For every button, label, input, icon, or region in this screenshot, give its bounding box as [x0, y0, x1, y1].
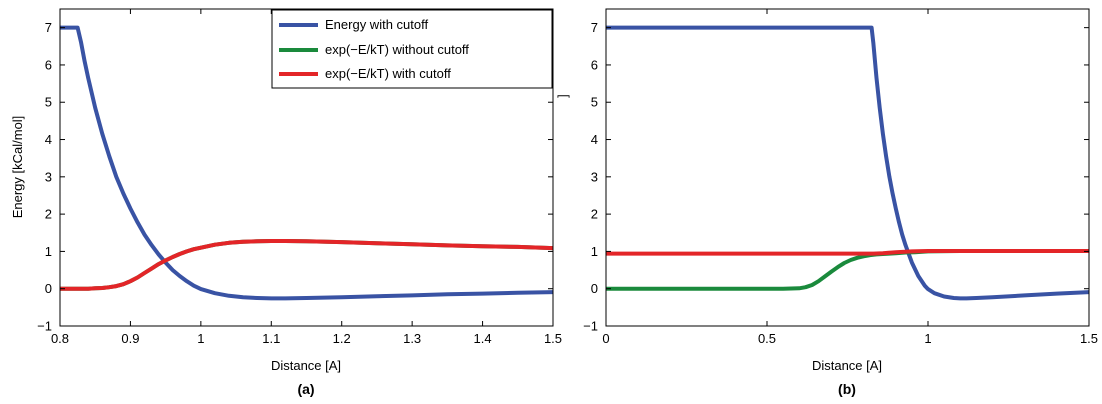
x-tick-label-a: 0.8: [51, 331, 69, 346]
y-tick-label-a: 0: [45, 281, 52, 296]
y-tick-label-b: 3: [591, 169, 598, 184]
x-tick-label-b: 1.5: [1080, 331, 1098, 346]
series-line-b-energy-with-cutoff: [606, 25, 1089, 301]
series-line-b-exp-e-kt-with-cutoff: [606, 249, 1089, 256]
panel-label-a: (a): [297, 381, 314, 397]
ticks-b: 0 0.5 1 1.5 −1 0 1 2 3 4 5 6 7: [583, 9, 1098, 346]
x-tick-label-a: 1.5: [544, 331, 562, 346]
y-tick-label-b: 1: [591, 244, 598, 259]
x-tick-label-b: 1: [924, 331, 931, 346]
y-tick-label-b: 2: [591, 207, 598, 222]
plot-area-b: [606, 25, 1089, 301]
y-tick-label-a: 3: [45, 169, 52, 184]
y-tick-label-a: 6: [45, 57, 52, 72]
series-line-a-exp-e-kt-with-cutoff: [60, 239, 553, 291]
legend-label-exp-with: exp(−E/kT) with cutoff: [325, 66, 451, 81]
y-axis-label-a: Energy [kCal/mol]: [10, 116, 25, 219]
legend-label-energy: Energy with cutoff: [325, 17, 428, 32]
legend-box: [271, 9, 553, 89]
y-tick-label-b: 0: [591, 281, 598, 296]
series-line-a-energy-with-cutoff: [60, 25, 553, 301]
y-tick-label-a: −1: [37, 319, 52, 334]
y-tick-label-a: 4: [45, 132, 52, 147]
x-tick-label-a: 1.2: [333, 331, 351, 346]
x-tick-label-a: 1.4: [474, 331, 492, 346]
plot-area-a: [60, 25, 553, 301]
chart-panel-a: 0.8 0.9 1 1.1 1.2 1.3 1.4 1.5 −1 0 1 2 3 4 5 6 7 Distanc…: [10, 8, 562, 397]
x-tick-label-a: 1: [197, 331, 204, 346]
series-line-b-exp-e-kt-without-cutoff: [606, 249, 1089, 291]
y-tick-label-b: 7: [591, 20, 598, 35]
legend: Energy with cutoff exp(−E/kT) without cu…: [271, 9, 553, 89]
y-tick-label-a: 5: [45, 95, 52, 110]
y-tick-label-a: 2: [45, 207, 52, 222]
y-tick-label-b: 4: [591, 132, 598, 147]
y-tick-label-b: 5: [591, 95, 598, 110]
x-tick-label-a: 0.9: [121, 331, 139, 346]
y-tick-label-b: −1: [583, 319, 598, 334]
panel-label-b: (b): [838, 381, 856, 397]
legend-label-exp-without: exp(−E/kT) without cutoff: [325, 42, 469, 57]
x-tick-label-b: 0.5: [758, 331, 776, 346]
y-tick-label-a: 7: [45, 20, 52, 35]
x-tick-label-b: 0: [602, 331, 609, 346]
x-tick-label-a: 1.3: [403, 331, 421, 346]
axes-frame-a: [59, 8, 554, 327]
y-tick-label-b: 6: [591, 57, 598, 72]
axes-frame-b: [605, 8, 1090, 327]
y-tick-label-a: 1: [45, 244, 52, 259]
chart-panel-b: 0 0.5 1 1.5 −1 0 1 2 3 4 5 6 7 Distance [A] ] (b): [555, 8, 1098, 397]
x-tick-label-a: 1.1: [262, 331, 280, 346]
x-axis-label-a: Distance [A]: [271, 358, 341, 373]
x-axis-label-b: Distance [A]: [812, 358, 882, 373]
y-axis-label-b: ]: [555, 94, 570, 98]
